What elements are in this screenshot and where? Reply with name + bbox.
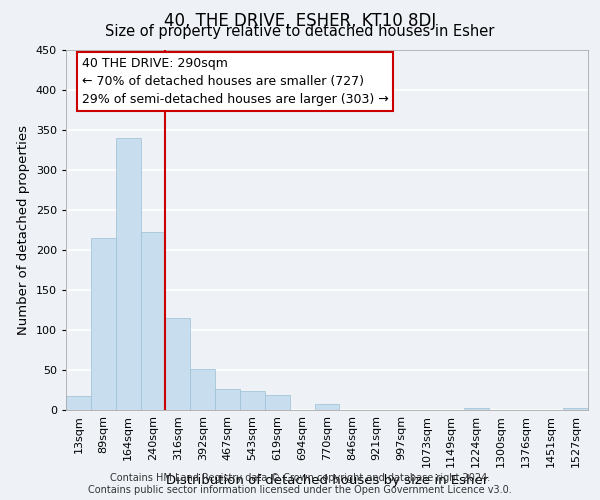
- Y-axis label: Number of detached properties: Number of detached properties: [17, 125, 30, 335]
- Bar: [91, 238, 116, 410]
- Bar: [464, 408, 488, 410]
- Bar: [116, 138, 140, 410]
- Text: Size of property relative to detached houses in Esher: Size of property relative to detached ho…: [106, 24, 494, 39]
- Bar: [314, 404, 340, 410]
- X-axis label: Distribution of detached houses by size in Esher: Distribution of detached houses by size …: [166, 474, 488, 487]
- Bar: [140, 232, 166, 410]
- Bar: [265, 395, 290, 410]
- Bar: [215, 389, 240, 410]
- Bar: [66, 396, 91, 410]
- Bar: [190, 369, 215, 410]
- Bar: [563, 408, 588, 410]
- Text: 40 THE DRIVE: 290sqm
← 70% of detached houses are smaller (727)
29% of semi-deta: 40 THE DRIVE: 290sqm ← 70% of detached h…: [82, 57, 388, 106]
- Bar: [166, 318, 190, 410]
- Bar: [240, 391, 265, 410]
- Text: Contains HM Land Registry data © Crown copyright and database right 2024.
Contai: Contains HM Land Registry data © Crown c…: [88, 474, 512, 495]
- Text: 40, THE DRIVE, ESHER, KT10 8DJ: 40, THE DRIVE, ESHER, KT10 8DJ: [164, 12, 436, 30]
